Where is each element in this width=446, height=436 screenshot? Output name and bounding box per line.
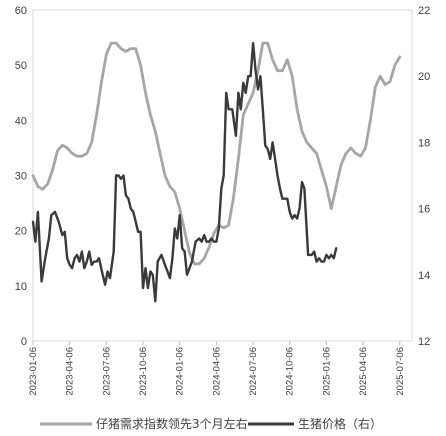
- left-tick-label: 60: [15, 5, 27, 17]
- x-tick-label: 2024-10-06: [285, 347, 296, 396]
- left-tick-label: 30: [15, 171, 27, 183]
- x-tick-label: 2023-07-06: [101, 347, 112, 396]
- legend[interactable]: 仔猪需求指数领先3个月左右 生猪价格（右）: [40, 416, 382, 431]
- legend-label-hog-price: 生猪价格（右）: [298, 416, 382, 431]
- x-axis: 2023-01-06 2023-04-06 2023-07-06 2023-10-06…: [28, 341, 406, 396]
- right-tick-label: 16: [418, 204, 430, 216]
- right-tick-label: 22: [418, 5, 430, 17]
- series-lines: [31, 41, 402, 303]
- right-tick-label: 14: [418, 270, 430, 282]
- right-tick-label: 18: [418, 137, 430, 149]
- x-tick-label: 2024-07-06: [248, 347, 259, 396]
- left-y-axis: 0 10 20 30 40 50 60: [15, 5, 27, 348]
- right-tick-label: 20: [418, 71, 430, 83]
- x-tick-label: 2024-04-06: [211, 347, 222, 396]
- x-tick-label: 2025-01-06: [321, 347, 332, 396]
- x-tick-label: 2023-04-06: [65, 347, 76, 396]
- series-line-hog-price: [31, 41, 338, 303]
- x-tick-label: 2023-10-06: [138, 347, 149, 396]
- left-tick-label: 40: [15, 115, 27, 127]
- x-tick-label: 2025-04-06: [358, 347, 369, 396]
- x-tick-label: 2023-01-06: [28, 347, 39, 396]
- left-tick-label: 0: [21, 336, 27, 348]
- series-line-piglet-demand: [31, 41, 402, 266]
- left-tick-label: 20: [15, 226, 27, 238]
- right-tick-label: 12: [418, 336, 430, 348]
- x-tick-label: 2024-01-06: [175, 347, 186, 396]
- right-y-axis: 12 14 16 18 20 22: [418, 5, 430, 348]
- left-tick-label: 10: [15, 281, 27, 293]
- left-tick-label: 50: [15, 60, 27, 72]
- x-tick-label: 2025-07-06: [395, 347, 406, 396]
- legend-label-piglet-demand: 仔猪需求指数领先3个月左右: [96, 416, 248, 431]
